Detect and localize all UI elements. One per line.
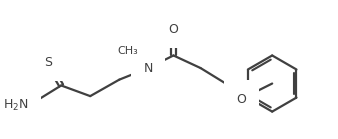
Text: S: S [44,56,52,69]
Text: CH₃: CH₃ [117,46,138,56]
Text: O: O [236,93,246,106]
Text: O: O [169,23,178,36]
Text: H$_2$N: H$_2$N [3,98,28,113]
Text: N: N [144,62,153,75]
